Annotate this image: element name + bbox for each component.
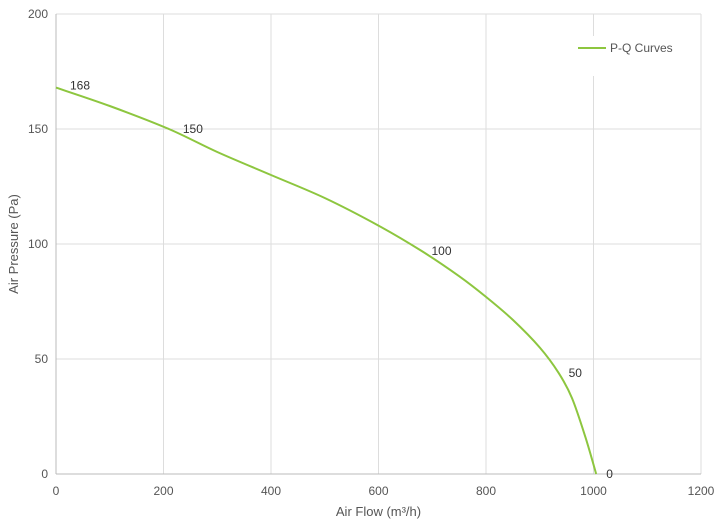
- x-tick-label-1000: 1000: [580, 484, 607, 498]
- x-tick-label-800: 800: [476, 484, 496, 498]
- data-label-100: 100: [432, 244, 452, 258]
- data-label-50: 50: [569, 366, 583, 380]
- x-tick-label-600: 600: [368, 484, 388, 498]
- data-label-168: 168: [70, 79, 90, 93]
- y-tick-label-150: 150: [28, 122, 48, 136]
- series-line-pq-curves: [55, 86, 598, 475]
- data-label-150: 150: [183, 122, 203, 136]
- y-tick-label-50: 50: [35, 352, 49, 366]
- x-tick-label-1200: 1200: [688, 484, 715, 498]
- y-tick-label-100: 100: [28, 237, 48, 251]
- data-labels: 150 100 50 0 168: [70, 79, 613, 481]
- data-label-0: 0: [606, 467, 613, 481]
- legend-label-pq-curves: P-Q Curves: [610, 41, 673, 55]
- x-tick-label-400: 400: [261, 484, 281, 498]
- axes: [55, 14, 701, 475]
- grid-lines: [56, 13, 702, 474]
- y-axis-title: Air Pressure (Pa): [6, 194, 21, 294]
- series: [55, 86, 598, 475]
- x-tick-label-200: 200: [153, 484, 173, 498]
- y-tick-label-0: 0: [41, 467, 48, 481]
- legend: P-Q Curves: [570, 36, 694, 76]
- y-tick-label-200: 200: [28, 7, 48, 21]
- x-axis-title: Air Flow (m³/h): [336, 504, 421, 519]
- legend-background: [570, 36, 694, 76]
- x-tick-label-0: 0: [53, 484, 60, 498]
